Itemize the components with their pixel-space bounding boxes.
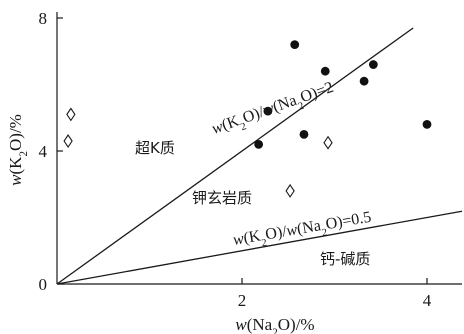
- y-axis-title: w(K2O)/%: [6, 114, 30, 186]
- data-point-open-diamond: [63, 134, 73, 149]
- data-point-filled-circle: [299, 129, 309, 139]
- region-label: 钾玄岩质: [192, 189, 252, 207]
- y-tick-label: 8: [39, 9, 48, 28]
- x-axis-title: w(Na2O)/%: [235, 315, 314, 334]
- chart-labels: w(Na2O)/% w(K2O)/% w(K2O)/w(Na2O)=2 w(K2O)/…: [6, 79, 373, 334]
- axes: 0 4 8 2 4: [39, 9, 462, 310]
- data-point-filled-circle: [320, 66, 330, 76]
- data-point-filled-circle: [368, 60, 378, 69]
- data-point-filled-circle: [254, 139, 264, 149]
- data-point-filled-circle: [422, 120, 432, 129]
- data-point-open-diamond: [285, 183, 295, 198]
- reference-line-label-ratio-2: w(K2O)/w(Na2O)=2: [210, 79, 338, 142]
- region-label: 钙-碱质: [320, 250, 370, 268]
- data-point-filled-circle: [263, 106, 273, 116]
- data-points: [63, 40, 432, 198]
- region-label: 超K质: [135, 139, 175, 157]
- x-tick-label: 2: [238, 291, 247, 310]
- data-point-filled-circle: [290, 40, 300, 49]
- data-point-open-diamond: [66, 107, 76, 122]
- reference-line-label-ratio-0.5: w(K2O)/w(Na2O)=0.5: [232, 209, 374, 254]
- data-point-open-diamond: [323, 135, 333, 150]
- y-tick-label: 0: [39, 275, 48, 294]
- x-tick-label: 4: [423, 291, 432, 310]
- reference-lines: [56, 27, 463, 285]
- data-point-filled-circle: [359, 76, 369, 86]
- y-tick-label: 4: [39, 142, 48, 161]
- reference-line-ratio-0.5: [56, 210, 463, 285]
- reference-line-ratio-2: [56, 27, 414, 285]
